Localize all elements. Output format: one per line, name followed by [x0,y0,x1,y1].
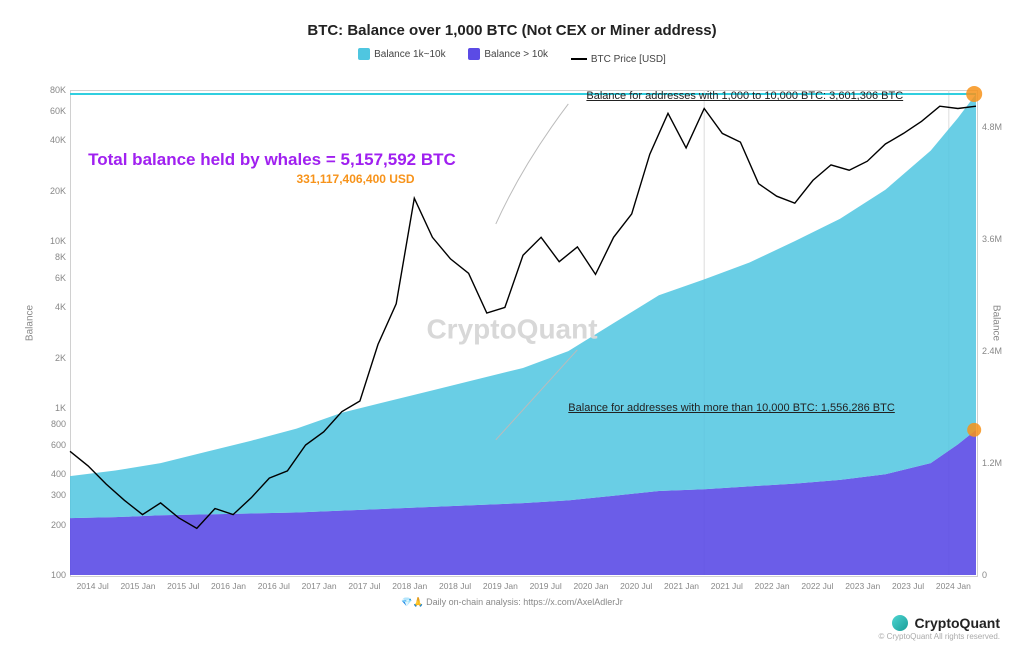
y-left-tick: 2K [32,353,66,363]
x-tick: 2021 Jul [711,581,743,591]
legend-item-3: BTC Price [USD] [571,54,666,65]
x-tick: 2019 Jan [483,581,518,591]
y-left-tick: 8K [32,252,66,262]
x-tick: 2022 Jul [801,581,833,591]
y-left-tick: 40K [32,135,66,145]
x-tick: 2016 Jul [258,581,290,591]
x-tick: 2023 Jan [845,581,880,591]
legend-swatch-1 [358,48,370,60]
y-left-tick: 200 [32,520,66,530]
x-tick: 2014 Jul [77,581,109,591]
brand-logo-label: CryptoQuant [892,615,1000,631]
legend-swatch-2 [468,48,480,60]
brand-logo-icon [892,615,908,631]
y-left-tick: 4K [32,302,66,312]
x-tick: 2016 Jan [211,581,246,591]
y-left-tick: 600 [32,440,66,450]
y-left-tick: 300 [32,490,66,500]
callout-1k-10k: Balance for addresses with 1,000 to 10,0… [586,90,903,102]
y-right-tick: 2.4M [982,346,1022,356]
y-left-tick: 400 [32,469,66,479]
x-tick: 2017 Jul [348,581,380,591]
x-tick: 2018 Jan [392,581,427,591]
y-left-tick: 6K [32,273,66,283]
y-left-tick: 80K [32,85,66,95]
legend-label-2: Balance > 10k [484,49,548,60]
y-left-tick: 10K [32,236,66,246]
x-tick: 2020 Jan [573,581,608,591]
footer-attribution: 💎🙏 Daily on-chain analysis: https://x.co… [0,597,1024,608]
x-tick: 2015 Jul [167,581,199,591]
y-left-tick: 20K [32,186,66,196]
x-tick: 2017 Jan [302,581,337,591]
x-tick: 2023 Jul [892,581,924,591]
brand-text: CryptoQuant [914,615,1000,631]
annotation-total-balance: Total balance held by whales = 5,157,592… [88,150,456,170]
y-axis-right-label: Balance [990,304,1001,340]
chart-title: BTC: Balance over 1,000 BTC (Not CEX or … [0,22,1024,39]
y-left-tick: 60K [32,106,66,116]
copyright: © CryptoQuant All rights reserved. [879,632,1001,641]
y-left-tick: 800 [32,419,66,429]
x-tick: 2019 Jul [530,581,562,591]
callout-gt-10k: Balance for addresses with more than 10,… [568,402,895,414]
legend-label-3: BTC Price [USD] [591,54,666,65]
x-tick: 2022 Jan [755,581,790,591]
y-right-tick: 4.8M [982,122,1022,132]
x-tick: 2015 Jan [120,581,155,591]
y-right-tick: 1.2M [982,458,1022,468]
annotation-usd-value: 331,117,406,400 USD [297,172,415,186]
x-tick: 2018 Jul [439,581,471,591]
x-tick: 2024 Jan [936,581,971,591]
legend: Balance 1k~10k Balance > 10k BTC Price [… [0,48,1024,65]
y-left-tick: 100 [32,570,66,580]
legend-label-1: Balance 1k~10k [374,49,445,60]
legend-line-icon [571,58,587,60]
legend-item-2: Balance > 10k [468,48,548,60]
y-right-tick: 3.6M [982,234,1022,244]
y-left-tick: 1K [32,403,66,413]
y-right-tick: 0 [982,570,1022,580]
x-tick: 2020 Jul [620,581,652,591]
x-tick: 2021 Jan [664,581,699,591]
legend-item-1: Balance 1k~10k [358,48,445,60]
